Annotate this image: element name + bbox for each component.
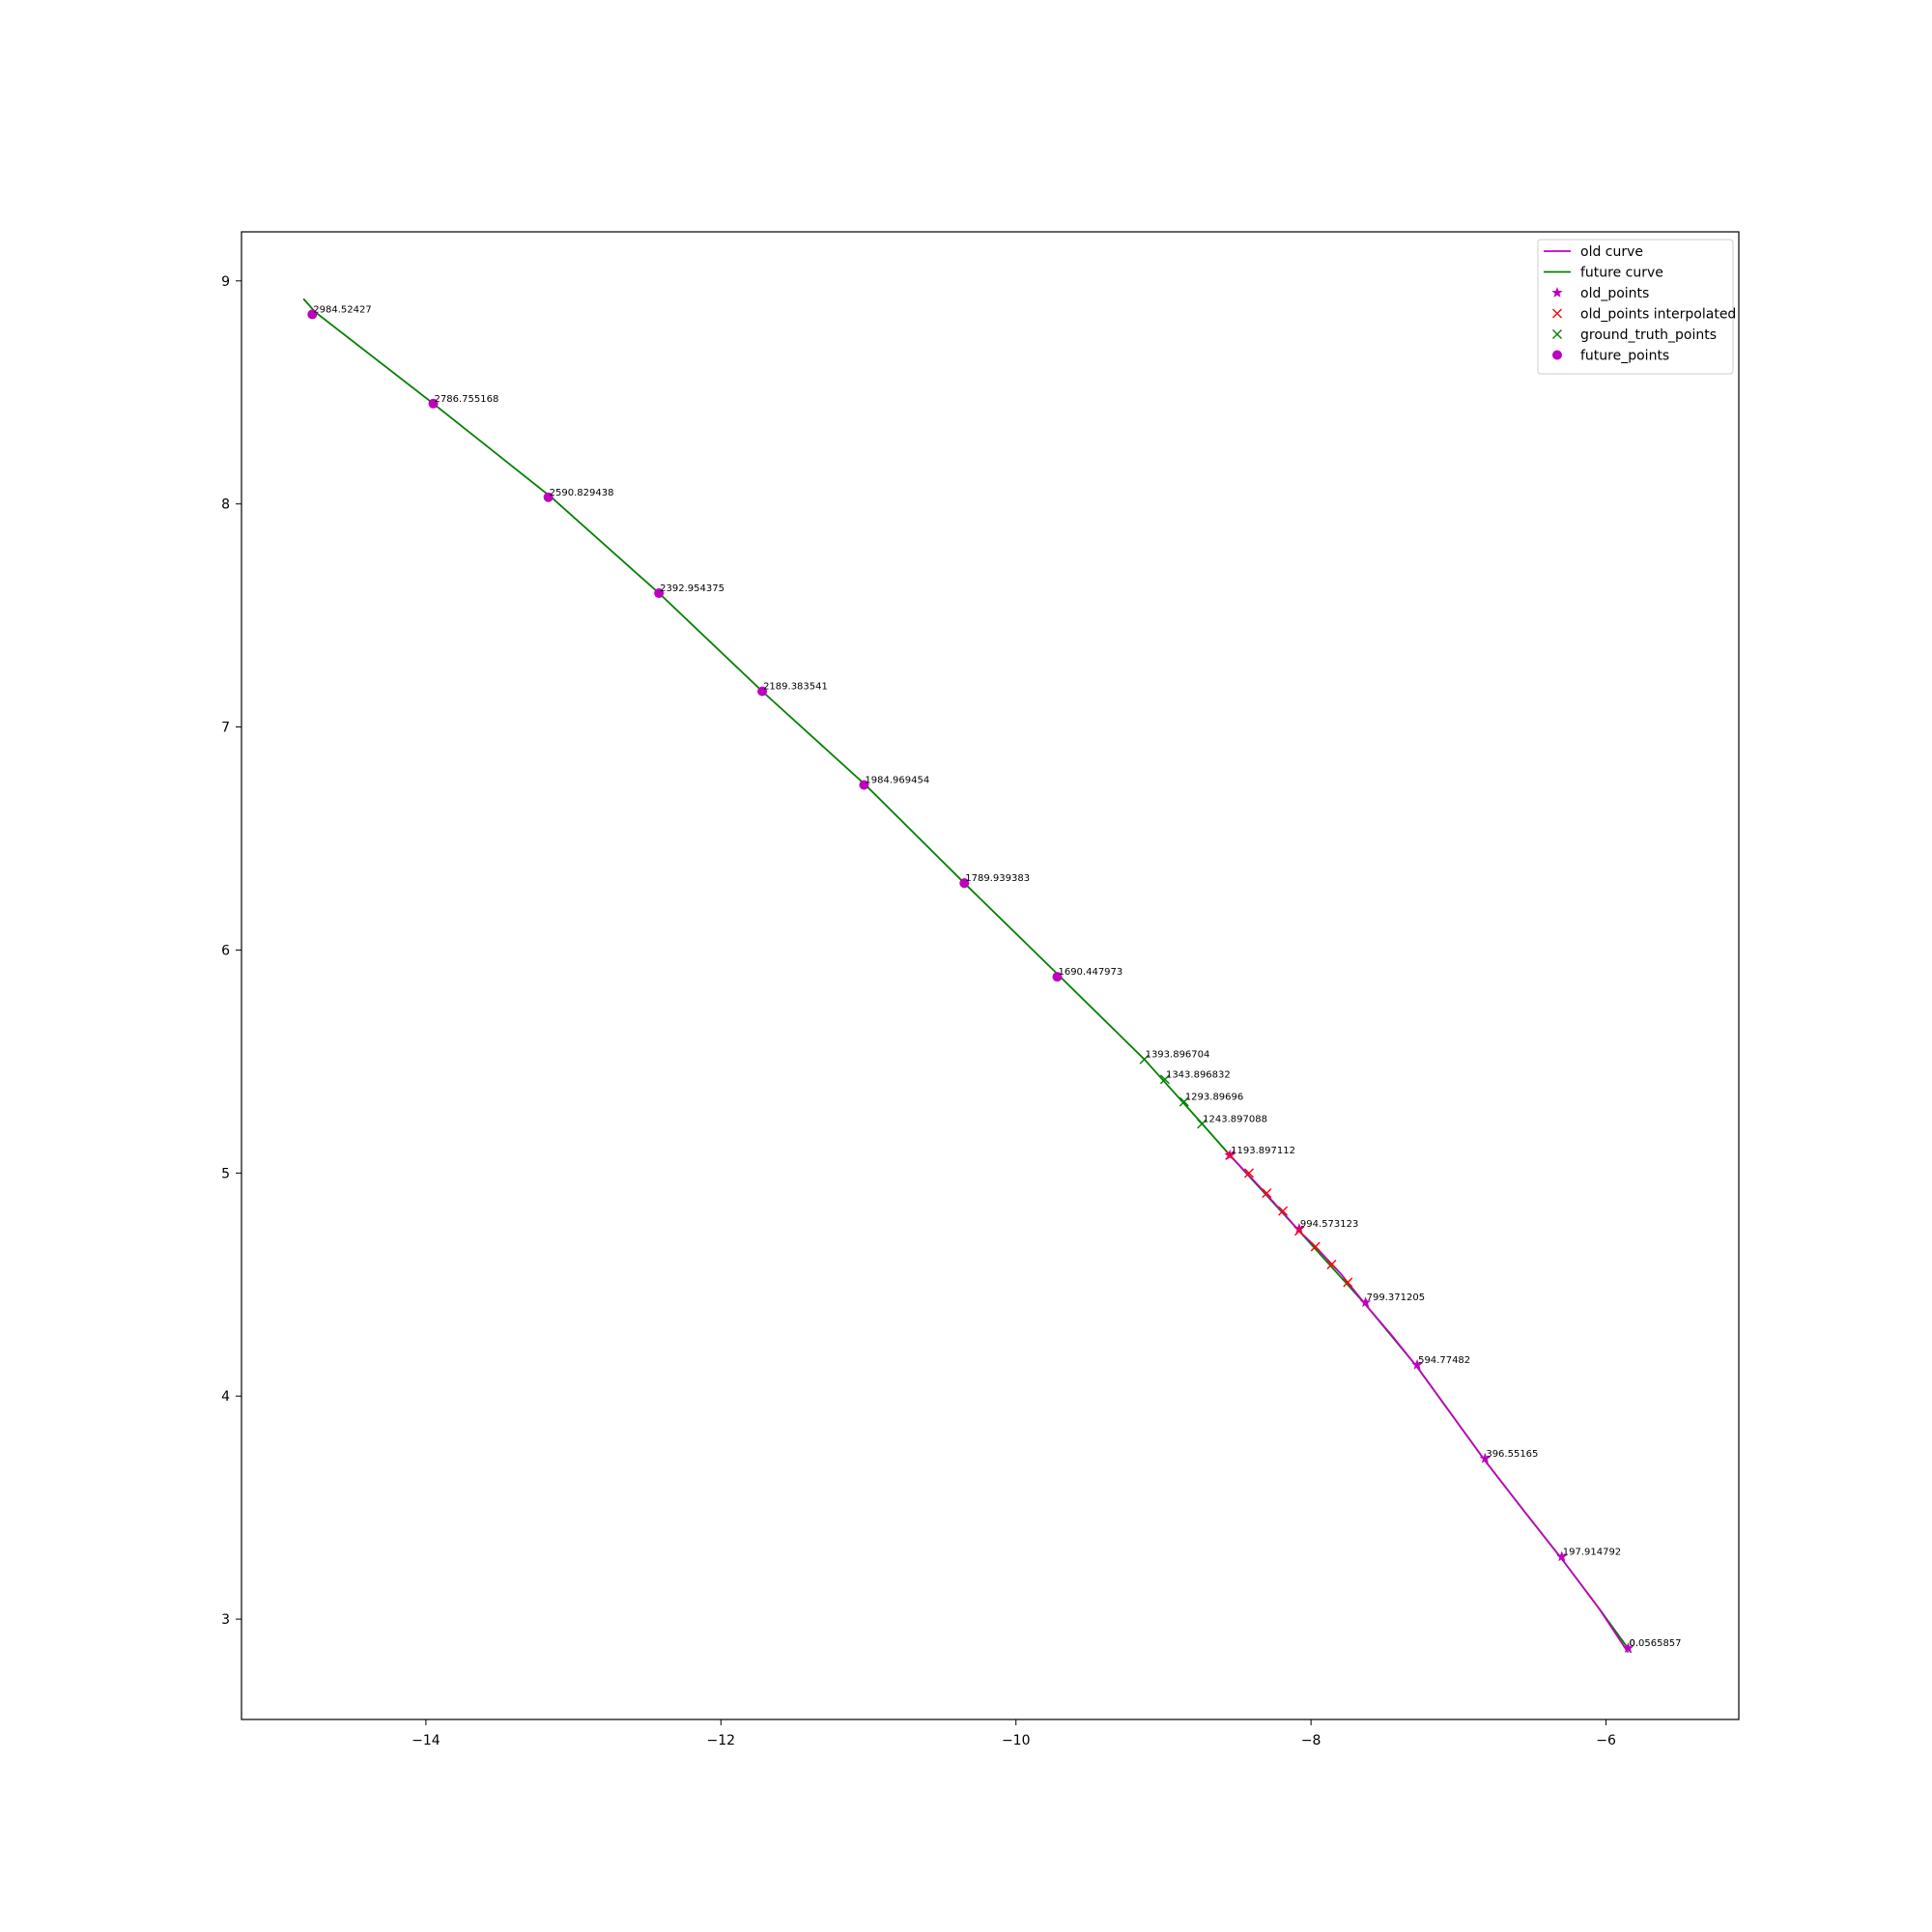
future-points-marker (757, 686, 768, 696)
legend: old curve future curve old_points old_point… (1537, 239, 1736, 375)
y-tick-label: 9 (221, 274, 230, 290)
point-label: 2984.52427 (313, 304, 371, 315)
old-curve-line (1229, 1154, 1630, 1654)
legend-label: future_points (1580, 349, 1669, 364)
point-label: 1789.939383 (965, 873, 1030, 884)
old-points-interpolated-marker (1326, 1260, 1337, 1269)
legend-label: future curve (1580, 266, 1663, 281)
future-points-marker (1052, 972, 1063, 982)
legend-label: old_points interpolated (1580, 307, 1736, 323)
point-label: 1193.897112 (1231, 1146, 1295, 1156)
point-label: 799.371205 (1367, 1293, 1425, 1303)
point-label: 2590.829438 (550, 488, 614, 498)
y-tick-label: 6 (221, 943, 230, 958)
x-tick-label: −12 (707, 1733, 736, 1748)
future-points-marker (859, 780, 869, 790)
legend-swatch (1552, 308, 1562, 319)
y-tick-label: 4 (221, 1389, 230, 1405)
ground-truth-points-marker (1197, 1119, 1208, 1129)
old-points-interpolated-marker (1278, 1206, 1289, 1216)
ground-truth-points-marker (1139, 1054, 1150, 1065)
point-label: 594.77482 (1418, 1355, 1470, 1366)
legend-label: ground_truth_points (1580, 327, 1717, 343)
old-points-marker (1411, 1358, 1423, 1370)
old-points-marker (1479, 1452, 1492, 1463)
point-label: 1690.447973 (1058, 967, 1122, 978)
old-points-interpolated-marker (1262, 1188, 1272, 1199)
point-labels-layer: 2984.52427 2786.755168 2590.829438 2392.954… (313, 304, 1681, 1649)
x-tick-label: −14 (412, 1733, 440, 1748)
x-tick-label: −10 (1002, 1733, 1031, 1748)
point-label: 0. (1629, 1638, 1638, 1649)
old-points-marker (1556, 1550, 1568, 1562)
legend-box (1537, 239, 1734, 375)
legend-label: old_points (1580, 286, 1649, 301)
point-label: 2189.383541 (763, 682, 828, 693)
future-points-marker (654, 588, 665, 599)
old-points-marker (1622, 1642, 1634, 1653)
old-points-interpolated-marker (1293, 1226, 1304, 1236)
y-tick-label: 8 (221, 497, 230, 513)
y-tick-label: 7 (221, 721, 230, 736)
point-label: 2392.954375 (660, 583, 724, 594)
point-label: 1293.89696 (1185, 1092, 1243, 1102)
x-axis: −14 −12 −10 −8 −6 (412, 1719, 1616, 1748)
legend-swatch (1551, 287, 1563, 298)
legend-swatch (1552, 350, 1562, 360)
future-points-marker (307, 309, 318, 320)
point-label: 1343.896832 (1166, 1069, 1231, 1080)
point-label: 1243.897088 (1203, 1115, 1267, 1125)
x-tick-label: −6 (1596, 1733, 1616, 1748)
point-label: 1984.969454 (865, 776, 929, 786)
old-points-interpolated-marker (1225, 1150, 1236, 1160)
point-label: 0.0565857 (1629, 1638, 1681, 1649)
future-points-marker (959, 878, 970, 889)
plot-frame (241, 231, 1740, 1720)
old-points-interpolated-marker (1310, 1241, 1321, 1252)
legend-label: old curve (1580, 244, 1643, 260)
point-label: 1393.896704 (1146, 1050, 1210, 1061)
ground-truth-points-marker (1179, 1096, 1189, 1107)
x-tick-label: −8 (1301, 1733, 1321, 1748)
future-points-marker (543, 492, 554, 502)
future-points-marker (428, 398, 439, 409)
markers-layer (307, 309, 1634, 1653)
point-label: 2786.755168 (435, 394, 499, 405)
point-label: 994.573123 (1300, 1219, 1358, 1230)
old-points-interpolated-marker (1244, 1168, 1254, 1179)
y-axis: 3 4 5 6 7 8 9 (221, 274, 242, 1628)
y-tick-label: 5 (221, 1166, 230, 1181)
legend-swatch (1552, 329, 1562, 339)
old-points-marker (1359, 1296, 1372, 1308)
point-label: 197.914792 (1563, 1547, 1621, 1557)
y-tick-label: 3 (221, 1612, 230, 1628)
old-points-marker (1293, 1223, 1305, 1234)
ground-truth-points-marker (1159, 1074, 1170, 1085)
old-points-interpolated-marker (1343, 1277, 1353, 1288)
point-label: 396.55165 (1486, 1449, 1538, 1460)
